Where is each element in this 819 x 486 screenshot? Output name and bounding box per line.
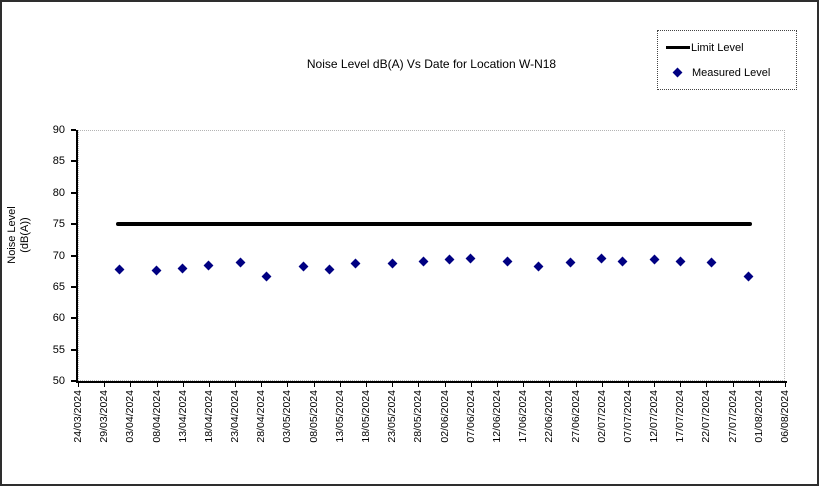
x-tick-mark bbox=[235, 383, 237, 387]
y-tick-label: 85 bbox=[52, 155, 65, 168]
x-tick-mark bbox=[78, 383, 79, 387]
x-tick-mark bbox=[732, 383, 734, 387]
y-axis-line bbox=[76, 130, 78, 383]
y-axis-title: Noise Level (dB(A)) bbox=[6, 175, 34, 295]
x-tick-label: 06/08/2024 bbox=[779, 390, 791, 443]
legend-label-limit-level: Limit Level bbox=[691, 41, 744, 54]
x-tick-label: 17/06/2024 bbox=[517, 390, 530, 443]
legend-label-measured-level: Measured Level bbox=[692, 66, 771, 79]
x-tick-mark bbox=[523, 383, 525, 387]
y-tick-label: 55 bbox=[52, 343, 65, 356]
x-tick-mark bbox=[706, 383, 708, 387]
x-tick-mark bbox=[418, 383, 420, 387]
x-tick-label: 03/04/2024 bbox=[124, 390, 137, 443]
x-tick-mark bbox=[680, 383, 682, 387]
x-tick-mark bbox=[654, 383, 656, 387]
legend: Limit Level Measured Level bbox=[657, 30, 797, 90]
x-tick-mark bbox=[366, 383, 368, 387]
x-tick-mark bbox=[182, 383, 184, 387]
y-tick-mark bbox=[71, 160, 76, 163]
x-tick-mark bbox=[627, 383, 629, 387]
x-tick-mark bbox=[130, 383, 132, 387]
y-axis-title-line1: Noise Level bbox=[6, 206, 18, 264]
chart-title: Noise Level dB(A) Vs Date for Location W… bbox=[306, 57, 557, 71]
x-tick-label: 13/04/2024 bbox=[176, 390, 189, 443]
x-tick-mark bbox=[444, 383, 446, 387]
y-tick-label: 60 bbox=[52, 312, 65, 325]
y-tick-mark bbox=[71, 317, 76, 320]
y-axis-title-line2: (dB(A)) bbox=[19, 217, 31, 253]
x-tick-label: 18/04/2024 bbox=[202, 390, 215, 443]
measured-diamond-swatch-icon bbox=[672, 67, 683, 78]
x-tick-label: 08/05/2024 bbox=[307, 390, 320, 443]
x-tick-label: 28/05/2024 bbox=[412, 390, 425, 443]
x-tick-label: 23/04/2024 bbox=[229, 390, 242, 443]
x-tick-label: 17/07/2024 bbox=[674, 390, 687, 443]
y-tick-mark bbox=[71, 380, 76, 382]
x-axis-line bbox=[76, 381, 787, 383]
x-tick-label: 13/05/2024 bbox=[333, 390, 346, 443]
x-tick-label: 18/05/2024 bbox=[360, 390, 373, 443]
x-tick-label: 27/06/2024 bbox=[569, 390, 582, 443]
limit-line-swatch-icon bbox=[666, 46, 690, 49]
x-tick-label: 07/06/2024 bbox=[464, 390, 477, 443]
x-tick-label: 29/03/2024 bbox=[98, 390, 111, 443]
x-tick-mark bbox=[392, 383, 394, 387]
x-tick-mark bbox=[549, 383, 551, 387]
y-tick-label: 50 bbox=[52, 375, 65, 387]
x-tick-mark bbox=[339, 383, 341, 387]
legend-item-limit-level: Limit Level bbox=[666, 42, 796, 54]
y-tick-mark bbox=[71, 254, 76, 257]
x-tick-label: 22/06/2024 bbox=[543, 390, 556, 443]
y-tick-label: 90 bbox=[52, 124, 65, 136]
x-tick-mark bbox=[785, 383, 786, 387]
x-tick-label: 08/04/2024 bbox=[150, 390, 163, 443]
x-tick-label: 02/06/2024 bbox=[438, 390, 451, 443]
y-tick-mark bbox=[71, 129, 76, 131]
x-tick-mark bbox=[470, 383, 472, 387]
x-tick-label: 02/07/2024 bbox=[595, 390, 608, 443]
x-tick-label: 07/07/2024 bbox=[621, 390, 634, 443]
x-tick-mark bbox=[208, 383, 210, 387]
y-tick-mark bbox=[71, 223, 76, 226]
y-tick-label: 75 bbox=[52, 218, 65, 231]
x-tick-mark bbox=[313, 383, 315, 387]
y-tick-mark bbox=[71, 348, 76, 351]
y-tick-mark bbox=[71, 285, 76, 288]
x-tick-label: 12/07/2024 bbox=[648, 390, 661, 443]
x-tick-label: 24/03/2024 bbox=[72, 390, 84, 443]
x-tick-label: 23/05/2024 bbox=[386, 390, 399, 443]
y-tick-label: 70 bbox=[52, 249, 65, 262]
x-tick-mark bbox=[261, 383, 263, 387]
x-tick-label: 22/07/2024 bbox=[700, 390, 713, 443]
x-tick-mark bbox=[575, 383, 577, 387]
x-tick-label: 27/07/2024 bbox=[726, 390, 739, 443]
x-tick-label: 12/06/2024 bbox=[490, 390, 503, 443]
plot-area bbox=[78, 130, 785, 381]
x-tick-mark bbox=[496, 383, 498, 387]
limit-level-line bbox=[115, 222, 753, 227]
x-tick-mark bbox=[601, 383, 603, 387]
x-tick-mark bbox=[104, 383, 106, 387]
y-tick-label: 65 bbox=[52, 280, 65, 293]
y-tick-label: 80 bbox=[52, 186, 65, 199]
x-tick-mark bbox=[156, 383, 158, 387]
x-tick-mark bbox=[758, 383, 760, 387]
legend-item-measured-level: Measured Level bbox=[666, 67, 796, 79]
y-tick-mark bbox=[71, 191, 76, 194]
x-tick-label: 03/05/2024 bbox=[281, 390, 294, 443]
x-tick-label: 28/04/2024 bbox=[255, 390, 268, 443]
x-tick-label: 01/08/2024 bbox=[752, 390, 765, 443]
x-tick-mark bbox=[287, 383, 289, 387]
